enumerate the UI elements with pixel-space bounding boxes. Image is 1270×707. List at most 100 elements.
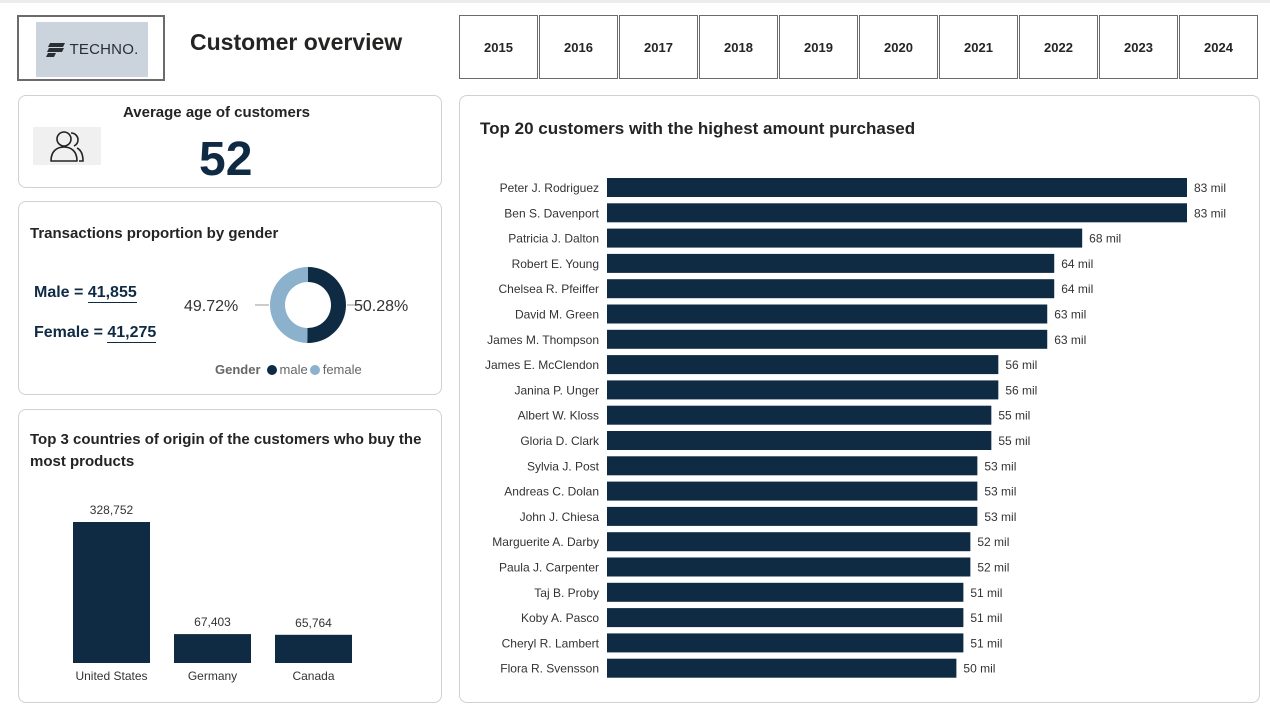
customer-bar[interactable] bbox=[607, 506, 978, 526]
customer-name-label: Taj B. Proby bbox=[534, 586, 599, 600]
countries-card: Top 3 countries of origin of the custome… bbox=[18, 409, 442, 703]
customer-name-label: Paula J. Carpenter bbox=[499, 561, 599, 575]
customer-name-label: Gloria D. Clark bbox=[520, 434, 600, 448]
country-category-label: United States bbox=[75, 669, 147, 683]
customer-name-label: Marguerite A. Darby bbox=[492, 535, 599, 549]
year-button-2018[interactable]: 2018 bbox=[699, 15, 778, 79]
top-divider bbox=[0, 0, 1270, 3]
customer-bar[interactable] bbox=[607, 203, 1187, 223]
female-value: 41,275 bbox=[107, 324, 157, 343]
customer-bar[interactable] bbox=[607, 355, 999, 375]
country-bar[interactable] bbox=[275, 634, 352, 663]
customer-name-label: Koby A. Pasco bbox=[521, 611, 599, 625]
customer-bar[interactable] bbox=[607, 380, 999, 400]
customer-value-label: 55 mil bbox=[998, 409, 1030, 423]
customer-value-label: 50 mil bbox=[963, 662, 995, 676]
customer-name-label: Sylvia J. Post bbox=[527, 459, 600, 473]
male-stat: Male = 41,855 bbox=[34, 284, 137, 303]
avg-age-card: Average age of customers 52 bbox=[18, 95, 442, 188]
year-button-2016[interactable]: 2016 bbox=[539, 15, 618, 79]
customer-name-label: Janina P. Unger bbox=[514, 383, 599, 397]
customer-bar[interactable] bbox=[607, 532, 971, 552]
customer-bar[interactable] bbox=[607, 178, 1187, 197]
customer-bar[interactable] bbox=[607, 481, 978, 501]
customer-value-label: 53 mil bbox=[984, 459, 1016, 473]
customer-name-label: John J. Chiesa bbox=[520, 510, 600, 524]
country-value-label: 65,764 bbox=[295, 616, 332, 630]
customer-value-label: 83 mil bbox=[1194, 181, 1226, 195]
customer-name-label: Ben S. Davenport bbox=[504, 206, 599, 220]
logo-text: TECHNO. bbox=[69, 41, 139, 58]
customer-bar[interactable] bbox=[607, 658, 957, 678]
customer-name-label: James E. McClendon bbox=[485, 358, 599, 372]
customer-bar[interactable] bbox=[607, 608, 964, 628]
customer-value-label: 68 mil bbox=[1089, 232, 1121, 246]
customer-value-label: 51 mil bbox=[970, 611, 1002, 625]
logo-mark-icon bbox=[45, 42, 65, 57]
customer-value-label: 55 mil bbox=[998, 434, 1030, 448]
gender-title: Transactions proportion by gender bbox=[30, 225, 279, 242]
female-dot-icon bbox=[309, 364, 320, 375]
year-slicer: 2015 2016 2017 2018 2019 2020 2021 2022 2023 2024 bbox=[459, 15, 1259, 79]
customer-value-label: 83 mil bbox=[1194, 206, 1226, 220]
customer-value-label: 63 mil bbox=[1054, 333, 1086, 347]
avatar bbox=[33, 127, 101, 165]
year-button-2021[interactable]: 2021 bbox=[939, 15, 1018, 79]
country-value-label: 328,752 bbox=[90, 503, 134, 517]
legend-item-male[interactable]: male bbox=[266, 362, 308, 377]
customer-bar[interactable] bbox=[607, 431, 992, 450]
pct-label-male: 50.28% bbox=[354, 298, 409, 315]
avg-age-title: Average age of customers bbox=[123, 104, 311, 121]
legend-female-label: female bbox=[322, 362, 362, 377]
customer-bar[interactable] bbox=[607, 304, 1048, 324]
country-bar[interactable] bbox=[174, 634, 251, 663]
customer-name-label: Albert W. Kloss bbox=[518, 409, 599, 423]
pct-label-female: 49.72% bbox=[184, 298, 239, 315]
year-button-2020[interactable]: 2020 bbox=[859, 15, 938, 79]
logo-box: TECHNO. bbox=[17, 15, 165, 81]
customer-bar[interactable] bbox=[607, 329, 1048, 349]
customer-name-label: Andreas C. Dolan bbox=[504, 485, 599, 499]
customer-value-label: 63 mil bbox=[1054, 308, 1086, 322]
legend-title: Gender bbox=[215, 362, 261, 377]
users-icon bbox=[50, 131, 84, 162]
female-stat: Female = 41,275 bbox=[34, 324, 157, 343]
customer-value-label: 64 mil bbox=[1061, 257, 1093, 271]
customer-name-label: Flora R. Svensson bbox=[500, 662, 599, 676]
donut-slice-female[interactable] bbox=[269, 267, 308, 343]
customer-name-label: James M. Thompson bbox=[487, 333, 599, 347]
donut-slice-male[interactable] bbox=[307, 267, 346, 343]
customer-bar[interactable] bbox=[607, 557, 971, 577]
customer-name-label: David M. Green bbox=[515, 308, 599, 322]
customer-name-label: Robert E. Young bbox=[512, 257, 599, 271]
customer-bar[interactable] bbox=[607, 228, 1083, 248]
female-label: Female = bbox=[34, 324, 108, 341]
customer-value-label: 51 mil bbox=[970, 586, 1002, 600]
year-button-2015[interactable]: 2015 bbox=[459, 15, 538, 79]
legend-item-female[interactable]: female bbox=[309, 362, 362, 377]
year-button-2023[interactable]: 2023 bbox=[1099, 15, 1178, 79]
country-bar[interactable] bbox=[73, 522, 150, 663]
year-button-2022[interactable]: 2022 bbox=[1019, 15, 1098, 79]
year-button-2017[interactable]: 2017 bbox=[619, 15, 698, 79]
customer-value-label: 56 mil bbox=[1005, 383, 1037, 397]
customer-bar[interactable] bbox=[607, 582, 964, 602]
year-button-2024[interactable]: 2024 bbox=[1179, 15, 1258, 79]
customer-name-label: Patricia J. Dalton bbox=[508, 232, 599, 246]
customer-bar[interactable] bbox=[607, 456, 978, 476]
customer-value-label: 56 mil bbox=[1005, 358, 1037, 372]
customer-bar[interactable] bbox=[607, 253, 1055, 273]
customer-bar[interactable] bbox=[607, 279, 1055, 299]
top-customers-title: Top 20 customers with the highest amount… bbox=[480, 119, 916, 138]
customer-bar[interactable] bbox=[607, 633, 964, 653]
customer-name-label: Chelsea R. Pfeiffer bbox=[499, 282, 600, 296]
year-button-2019[interactable]: 2019 bbox=[779, 15, 858, 79]
customer-bar[interactable] bbox=[607, 405, 992, 425]
gender-donut-chart bbox=[255, 267, 363, 343]
countries-title: Top 3 countries of origin of the custome… bbox=[30, 431, 422, 470]
customer-value-label: 53 mil bbox=[984, 485, 1016, 499]
customer-value-label: 64 mil bbox=[1061, 282, 1093, 296]
countries-bar-chart: 328,752 United States 67,403 Germany 65,764 C… bbox=[73, 503, 352, 683]
logo: TECHNO. bbox=[36, 22, 148, 77]
country-value-label: 67,403 bbox=[194, 615, 231, 629]
